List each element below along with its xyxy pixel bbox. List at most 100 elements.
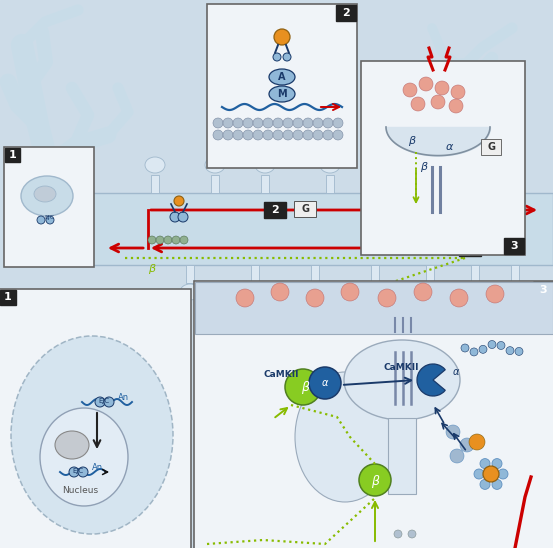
- Bar: [0, 290, 16, 305]
- Text: β: β: [371, 475, 379, 488]
- Circle shape: [469, 434, 485, 450]
- Circle shape: [213, 118, 223, 128]
- Text: 2: 2: [271, 205, 279, 215]
- Bar: [471, 265, 479, 283]
- Circle shape: [233, 130, 243, 140]
- Bar: [251, 265, 259, 283]
- Circle shape: [223, 130, 233, 140]
- Text: β: β: [148, 264, 155, 274]
- Bar: [511, 265, 519, 283]
- Circle shape: [46, 216, 54, 224]
- FancyBboxPatch shape: [207, 4, 357, 168]
- Text: EJC: EJC: [72, 468, 84, 474]
- Text: M: M: [277, 89, 287, 99]
- Text: G: G: [301, 204, 309, 214]
- Bar: [504, 238, 524, 254]
- Circle shape: [488, 340, 496, 349]
- Ellipse shape: [34, 186, 56, 202]
- Ellipse shape: [180, 284, 200, 300]
- Text: CaMKII: CaMKII: [263, 370, 299, 379]
- Text: A: A: [278, 72, 286, 82]
- FancyBboxPatch shape: [194, 281, 553, 548]
- Circle shape: [271, 283, 289, 301]
- Circle shape: [233, 118, 243, 128]
- Text: α: α: [446, 142, 453, 152]
- Circle shape: [306, 289, 324, 307]
- Text: 3: 3: [510, 241, 518, 251]
- FancyBboxPatch shape: [447, 239, 469, 255]
- Circle shape: [515, 347, 523, 356]
- Circle shape: [293, 130, 303, 140]
- FancyBboxPatch shape: [0, 289, 191, 548]
- Ellipse shape: [420, 284, 440, 300]
- Text: β: β: [301, 381, 309, 395]
- Bar: [491, 175, 499, 193]
- Circle shape: [313, 118, 323, 128]
- Circle shape: [461, 344, 469, 352]
- Circle shape: [263, 130, 273, 140]
- Circle shape: [333, 118, 343, 128]
- Ellipse shape: [305, 284, 325, 300]
- Circle shape: [333, 130, 343, 140]
- Bar: [5, 148, 20, 162]
- Circle shape: [359, 464, 391, 496]
- Ellipse shape: [365, 284, 385, 300]
- Text: EJC: EJC: [98, 398, 109, 404]
- Circle shape: [223, 118, 233, 128]
- Circle shape: [470, 348, 478, 356]
- Ellipse shape: [13, 191, 91, 259]
- Bar: [211, 175, 219, 193]
- Bar: [371, 265, 379, 283]
- Circle shape: [95, 397, 105, 407]
- Ellipse shape: [55, 431, 89, 459]
- Bar: [62, 193, 553, 265]
- Ellipse shape: [245, 284, 265, 300]
- Circle shape: [498, 469, 508, 479]
- Bar: [446, 175, 454, 193]
- Bar: [426, 265, 434, 283]
- Ellipse shape: [40, 408, 128, 506]
- Circle shape: [492, 480, 502, 489]
- Circle shape: [492, 459, 502, 469]
- Circle shape: [148, 236, 156, 244]
- Circle shape: [414, 283, 432, 301]
- Circle shape: [236, 289, 254, 307]
- Text: 3: 3: [539, 285, 547, 295]
- Circle shape: [479, 345, 487, 353]
- Text: An: An: [118, 393, 129, 402]
- Bar: [391, 175, 399, 193]
- Circle shape: [450, 449, 464, 463]
- Circle shape: [213, 130, 223, 140]
- Circle shape: [435, 81, 449, 95]
- Text: An: An: [92, 463, 103, 472]
- Circle shape: [446, 425, 460, 439]
- Circle shape: [273, 53, 281, 61]
- Ellipse shape: [320, 157, 340, 173]
- Bar: [459, 240, 481, 256]
- Bar: [533, 282, 553, 298]
- Ellipse shape: [145, 157, 165, 173]
- Circle shape: [172, 236, 180, 244]
- Circle shape: [164, 236, 172, 244]
- Bar: [336, 5, 356, 21]
- Circle shape: [293, 118, 303, 128]
- Bar: [261, 175, 269, 193]
- Text: β: β: [408, 136, 415, 146]
- Text: EJC: EJC: [44, 215, 54, 220]
- Bar: [195, 282, 553, 334]
- Text: CaMKII: CaMKII: [383, 363, 419, 372]
- Circle shape: [486, 285, 504, 303]
- Circle shape: [273, 118, 283, 128]
- Circle shape: [178, 212, 188, 222]
- Text: G: G: [454, 243, 462, 253]
- Circle shape: [180, 236, 188, 244]
- Circle shape: [253, 118, 263, 128]
- Circle shape: [69, 467, 79, 477]
- Ellipse shape: [11, 336, 173, 534]
- Circle shape: [243, 118, 253, 128]
- Ellipse shape: [505, 284, 525, 300]
- Circle shape: [411, 97, 425, 111]
- Bar: [264, 202, 286, 218]
- Text: 3: 3: [466, 243, 474, 253]
- Circle shape: [313, 130, 323, 140]
